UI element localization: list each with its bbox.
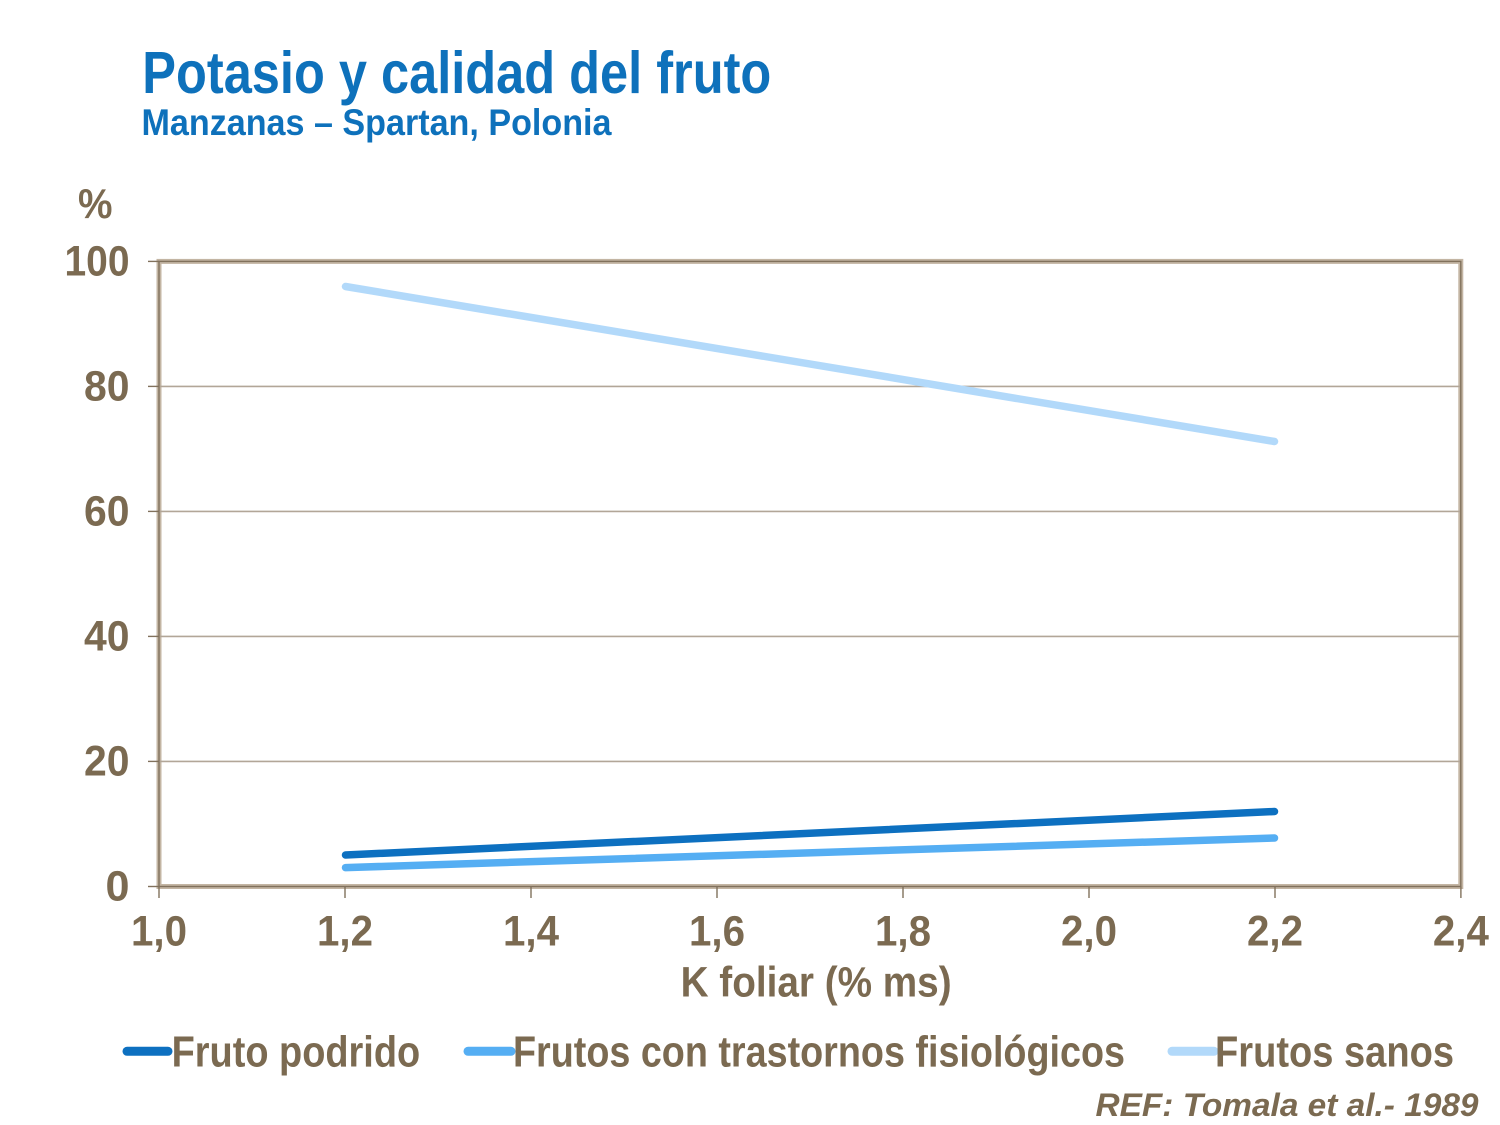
svg-text:REF: Tomala et al.- 1989: REF: Tomala et al.- 1989 — [1096, 1087, 1479, 1123]
svg-text:60: 60 — [84, 488, 130, 536]
svg-text:1,0: 1,0 — [131, 908, 187, 956]
svg-text:80: 80 — [84, 363, 130, 411]
svg-text:2,4: 2,4 — [1433, 908, 1489, 956]
svg-text:1,8: 1,8 — [875, 908, 931, 956]
svg-text:1,2: 1,2 — [317, 908, 373, 956]
svg-text:100: 100 — [65, 238, 130, 286]
svg-text:Manzanas – Spartan, Polonia: Manzanas – Spartan, Polonia — [142, 102, 612, 143]
svg-text:K foliar (% ms): K foliar (% ms) — [681, 959, 952, 1007]
svg-text:1,4: 1,4 — [503, 908, 559, 956]
svg-text:40: 40 — [84, 613, 130, 661]
svg-text:2,2: 2,2 — [1247, 908, 1303, 956]
svg-text:0: 0 — [106, 863, 130, 911]
svg-text:1,6: 1,6 — [689, 908, 745, 956]
svg-text:20: 20 — [84, 738, 130, 786]
svg-text:%: % — [78, 180, 113, 227]
svg-text:2,0: 2,0 — [1061, 908, 1117, 956]
svg-text:Frutos sanos: Frutos sanos — [1215, 1028, 1454, 1077]
svg-text:Potasio y calidad del fruto: Potasio y calidad del fruto — [142, 40, 771, 106]
svg-text:Frutos con trastornos fisiológ: Frutos con trastornos fisiológicos — [513, 1028, 1125, 1077]
svg-text:Fruto podrido: Fruto podrido — [172, 1028, 421, 1077]
